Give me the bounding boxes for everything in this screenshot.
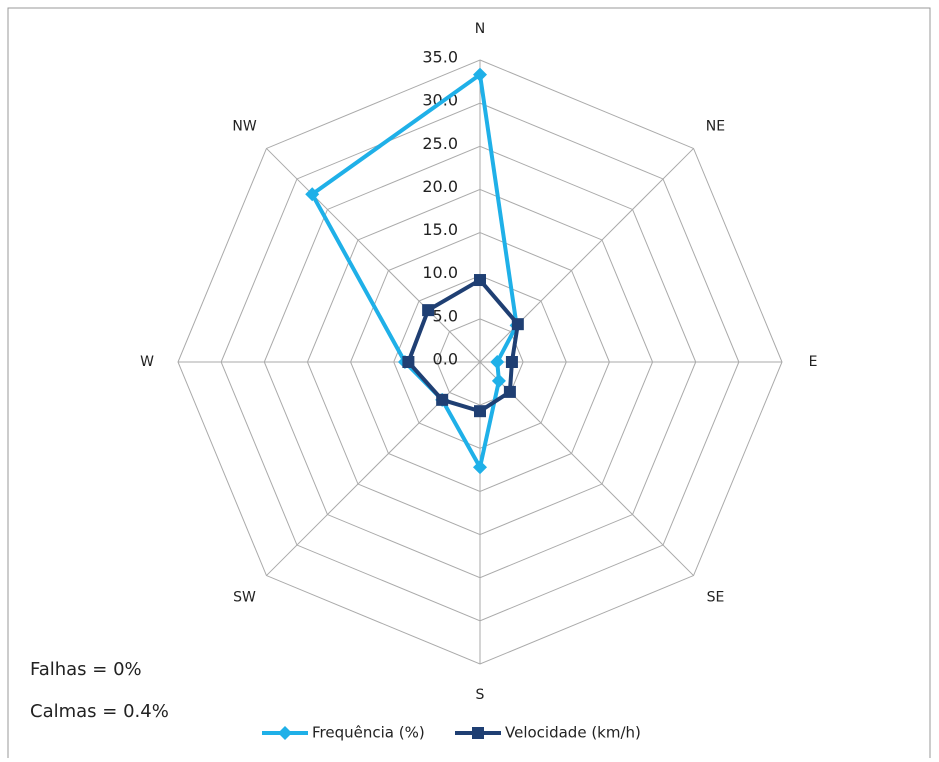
- category-label: N: [475, 21, 485, 37]
- marker: [473, 460, 487, 475]
- y-tick-label: 5.0: [433, 306, 458, 325]
- marker: [422, 304, 435, 317]
- legend-marker: [472, 727, 484, 739]
- marker: [505, 356, 518, 368]
- marker: [491, 373, 506, 388]
- frame: [7, 7, 931, 762]
- spoke: [266, 148, 481, 363]
- marker: [474, 405, 486, 418]
- category-label: NE: [706, 119, 725, 135]
- y-tick-label: 20.0: [422, 177, 458, 196]
- category-label: SE: [707, 589, 725, 605]
- legend-label: Velocidade (km/h): [505, 724, 641, 742]
- y-tick-label: 15.0: [422, 220, 458, 239]
- marker: [511, 318, 524, 331]
- annotation: Calmas = 0.4%: [30, 701, 169, 722]
- y-tick-label: 35.0: [422, 48, 458, 67]
- marker: [402, 356, 415, 368]
- category-label: E: [809, 354, 818, 370]
- category-label: SW: [233, 589, 256, 605]
- y-tick-label: 0.0: [433, 350, 458, 369]
- y-tick-label: 25.0: [422, 134, 458, 153]
- marker: [503, 385, 516, 398]
- marker: [474, 274, 486, 287]
- marker: [305, 187, 320, 202]
- annotation: Falhas = 0%: [30, 659, 142, 680]
- marker: [473, 67, 487, 82]
- marker: [490, 355, 505, 369]
- category-label: NW: [232, 119, 256, 135]
- category-label: S: [476, 687, 485, 703]
- category-label: W: [140, 354, 154, 370]
- y-tick-label: 10.0: [422, 263, 458, 282]
- legend-marker: [278, 726, 292, 740]
- legend-label: Frequência (%): [312, 724, 425, 742]
- marker: [436, 393, 449, 406]
